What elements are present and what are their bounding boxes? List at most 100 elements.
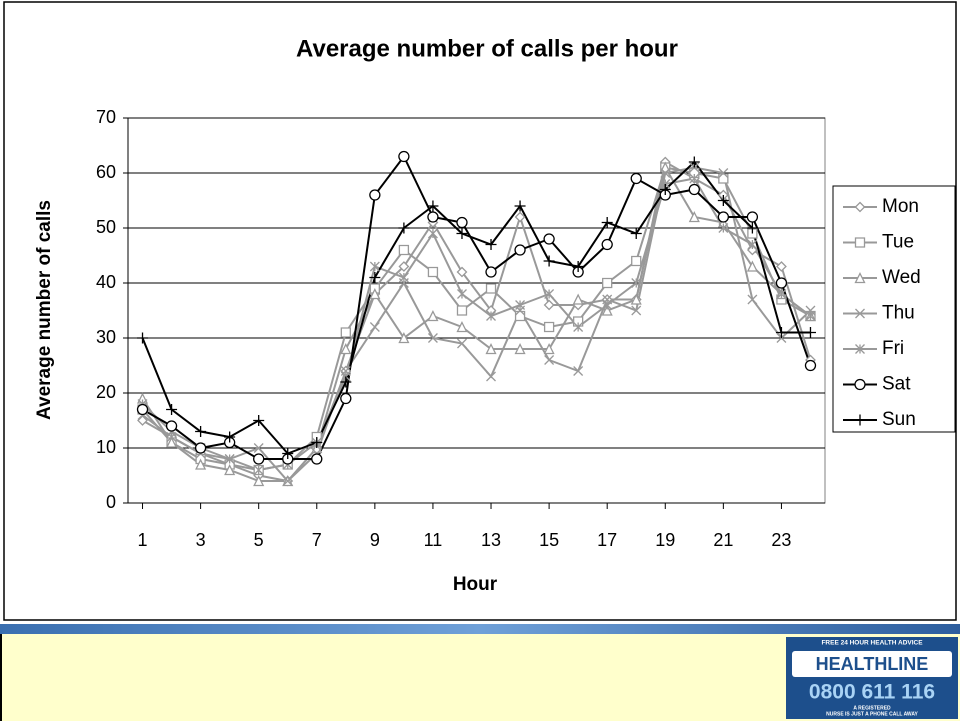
data-point [543, 343, 555, 355]
data-point [572, 261, 584, 272]
legend-marker [854, 201, 866, 213]
data-point [369, 261, 380, 272]
chart-title: Average number of calls per hour [296, 35, 678, 62]
logo-bg [786, 637, 958, 719]
data-point [659, 184, 671, 195]
data-point [543, 255, 555, 267]
data-point [747, 294, 758, 305]
data-point [282, 476, 293, 486]
legend-marker [855, 308, 865, 319]
y-tick-label: 0 [106, 492, 116, 512]
divider-bar [0, 624, 960, 634]
data-point [282, 448, 294, 459]
data-point [485, 283, 497, 294]
data-point [630, 228, 642, 239]
data-point [804, 359, 817, 372]
data-point [746, 211, 759, 223]
data-point [253, 465, 264, 475]
legend-marker [854, 414, 866, 426]
data-point [631, 278, 642, 288]
y-tick-label: 60 [96, 162, 116, 182]
x-tick-label: 5 [254, 530, 264, 550]
data-point [630, 172, 642, 185]
data-point [427, 211, 439, 223]
data-point [486, 371, 496, 382]
data-point [398, 150, 410, 163]
x-tick-label: 7 [312, 530, 322, 550]
data-point [340, 376, 352, 388]
data-point [746, 260, 758, 272]
data-point [340, 392, 352, 405]
x-axis-label: Hour [453, 574, 498, 595]
series-line [141, 164, 812, 482]
data-point [195, 458, 207, 470]
data-point [805, 311, 816, 321]
data-point [398, 244, 410, 256]
data-point [427, 266, 439, 278]
data-point [369, 272, 381, 283]
data-point [804, 327, 816, 338]
data-point [688, 211, 700, 223]
logo-tagline: FREE 24 HOUR HEALTH ADVICE [821, 640, 923, 647]
x-tick-label: 1 [138, 530, 148, 550]
legend-label: Tue [882, 232, 914, 253]
data-point [253, 415, 265, 426]
data-point [485, 266, 497, 278]
data-point [718, 168, 729, 178]
data-point [775, 327, 787, 338]
data-point [195, 426, 207, 437]
legend-marker [854, 237, 866, 248]
x-tick-label: 15 [539, 530, 559, 550]
data-point [601, 304, 613, 316]
data-point [457, 338, 467, 349]
x-tick-label: 13 [481, 530, 501, 550]
legend-marker [855, 344, 865, 354]
legend-marker [854, 378, 866, 391]
data-point [166, 404, 178, 415]
x-tick-label: 23 [771, 530, 791, 550]
data-point [543, 233, 555, 245]
data-point [572, 293, 584, 305]
legend-label: Wed [882, 267, 921, 288]
data-point [456, 228, 468, 239]
data-point [253, 453, 265, 465]
data-point [456, 266, 468, 278]
data-point [573, 322, 584, 332]
legend-box [832, 185, 956, 433]
y-tick-label: 30 [96, 327, 116, 347]
data-point [136, 403, 149, 416]
logo-footer: NURSE IS JUST A PHONE CALL AWAY [826, 711, 918, 717]
data-point [776, 261, 787, 272]
x-tick-label: 17 [597, 530, 617, 550]
data-point [630, 293, 642, 305]
data-point [717, 195, 729, 206]
data-point [746, 244, 758, 256]
data-point [369, 322, 380, 332]
data-point [456, 321, 468, 333]
x-tick-label: 3 [196, 530, 206, 550]
logo-phone: 0800 611 116 [809, 681, 935, 704]
data-point [398, 332, 410, 344]
data-point [369, 288, 381, 300]
y-tick-label: 50 [96, 217, 116, 237]
data-point [224, 464, 236, 476]
logo-name: HEALTHLINE [816, 654, 929, 674]
data-point [718, 223, 729, 233]
data-point [485, 239, 497, 250]
data-point [340, 327, 351, 338]
legend-label: Sun [882, 409, 916, 430]
data-point [398, 272, 409, 283]
data-point [165, 420, 178, 432]
data-point [194, 442, 207, 454]
data-point [224, 431, 236, 443]
data-point [398, 222, 410, 234]
data-point [688, 183, 700, 196]
data-point [398, 261, 410, 272]
data-point [486, 311, 496, 321]
data-point [515, 300, 526, 310]
legend-marker [854, 272, 866, 284]
data-point [543, 299, 555, 311]
y-axis-label: Average number of calls [34, 200, 55, 420]
data-point [514, 343, 526, 355]
data-point [573, 366, 584, 376]
